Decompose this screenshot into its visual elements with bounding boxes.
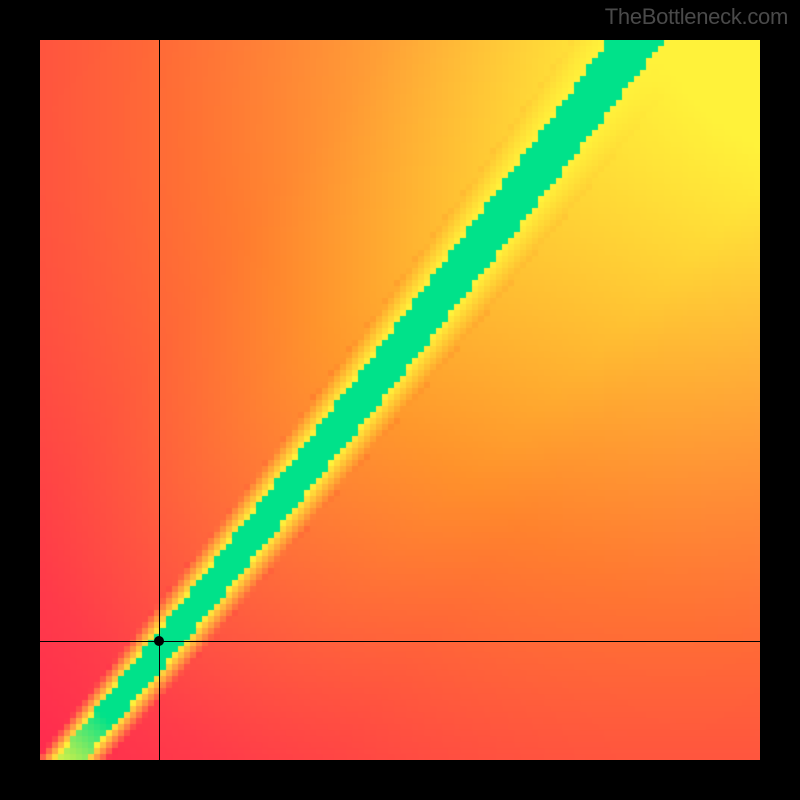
heatmap-canvas [40, 40, 760, 760]
marker-dot [154, 636, 164, 646]
crosshair-horizontal [40, 641, 760, 642]
crosshair-vertical [159, 40, 160, 760]
chart-container [40, 40, 760, 760]
watermark-text: TheBottleneck.com [605, 4, 788, 30]
chart-frame: TheBottleneck.com [0, 0, 800, 800]
